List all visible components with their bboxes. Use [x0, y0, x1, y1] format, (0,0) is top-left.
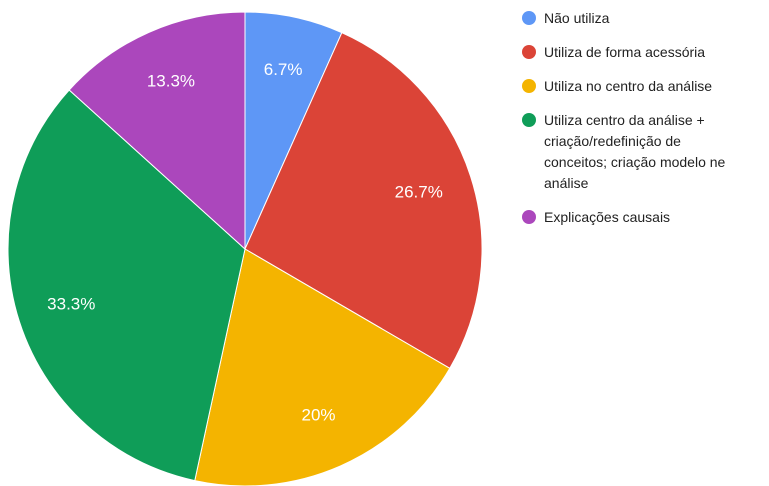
- pie-slice: [244, 32, 483, 370]
- legend-item: Explicações causais: [522, 207, 762, 228]
- legend-swatch: [522, 11, 536, 25]
- legend-label: Utiliza centro da análise + criação/rede…: [544, 112, 726, 191]
- legend-item: Não utiliza: [522, 8, 762, 29]
- data-label: 26.7%: [395, 183, 443, 202]
- legend-swatch: [522, 113, 536, 127]
- legend-item: Utiliza de forma acessória: [522, 42, 762, 63]
- legend-item: Utiliza no centro da análise: [522, 76, 762, 97]
- legend-item: Utiliza centro da análise + criação/rede…: [522, 110, 762, 194]
- legend-swatch: [522, 45, 536, 59]
- legend-swatch: [522, 79, 536, 93]
- data-label: 13.3%: [147, 72, 195, 91]
- data-label: 33.3%: [47, 294, 95, 313]
- legend-swatch: [522, 210, 536, 224]
- legend-label: Utiliza no centro da análise: [544, 78, 713, 94]
- legend-label: Não utiliza: [544, 10, 610, 26]
- pie-slice: [194, 248, 451, 486]
- legend-label: Explicações causais: [544, 209, 671, 225]
- data-label: 6.7%: [264, 60, 303, 79]
- data-label: 20%: [302, 406, 336, 425]
- pie-slice: [7, 89, 246, 482]
- legend: Não utiliza Utiliza de forma acessória Uti…: [522, 8, 762, 241]
- legend-label: Utiliza de forma acessória: [544, 44, 706, 60]
- pie-slice: [68, 11, 246, 251]
